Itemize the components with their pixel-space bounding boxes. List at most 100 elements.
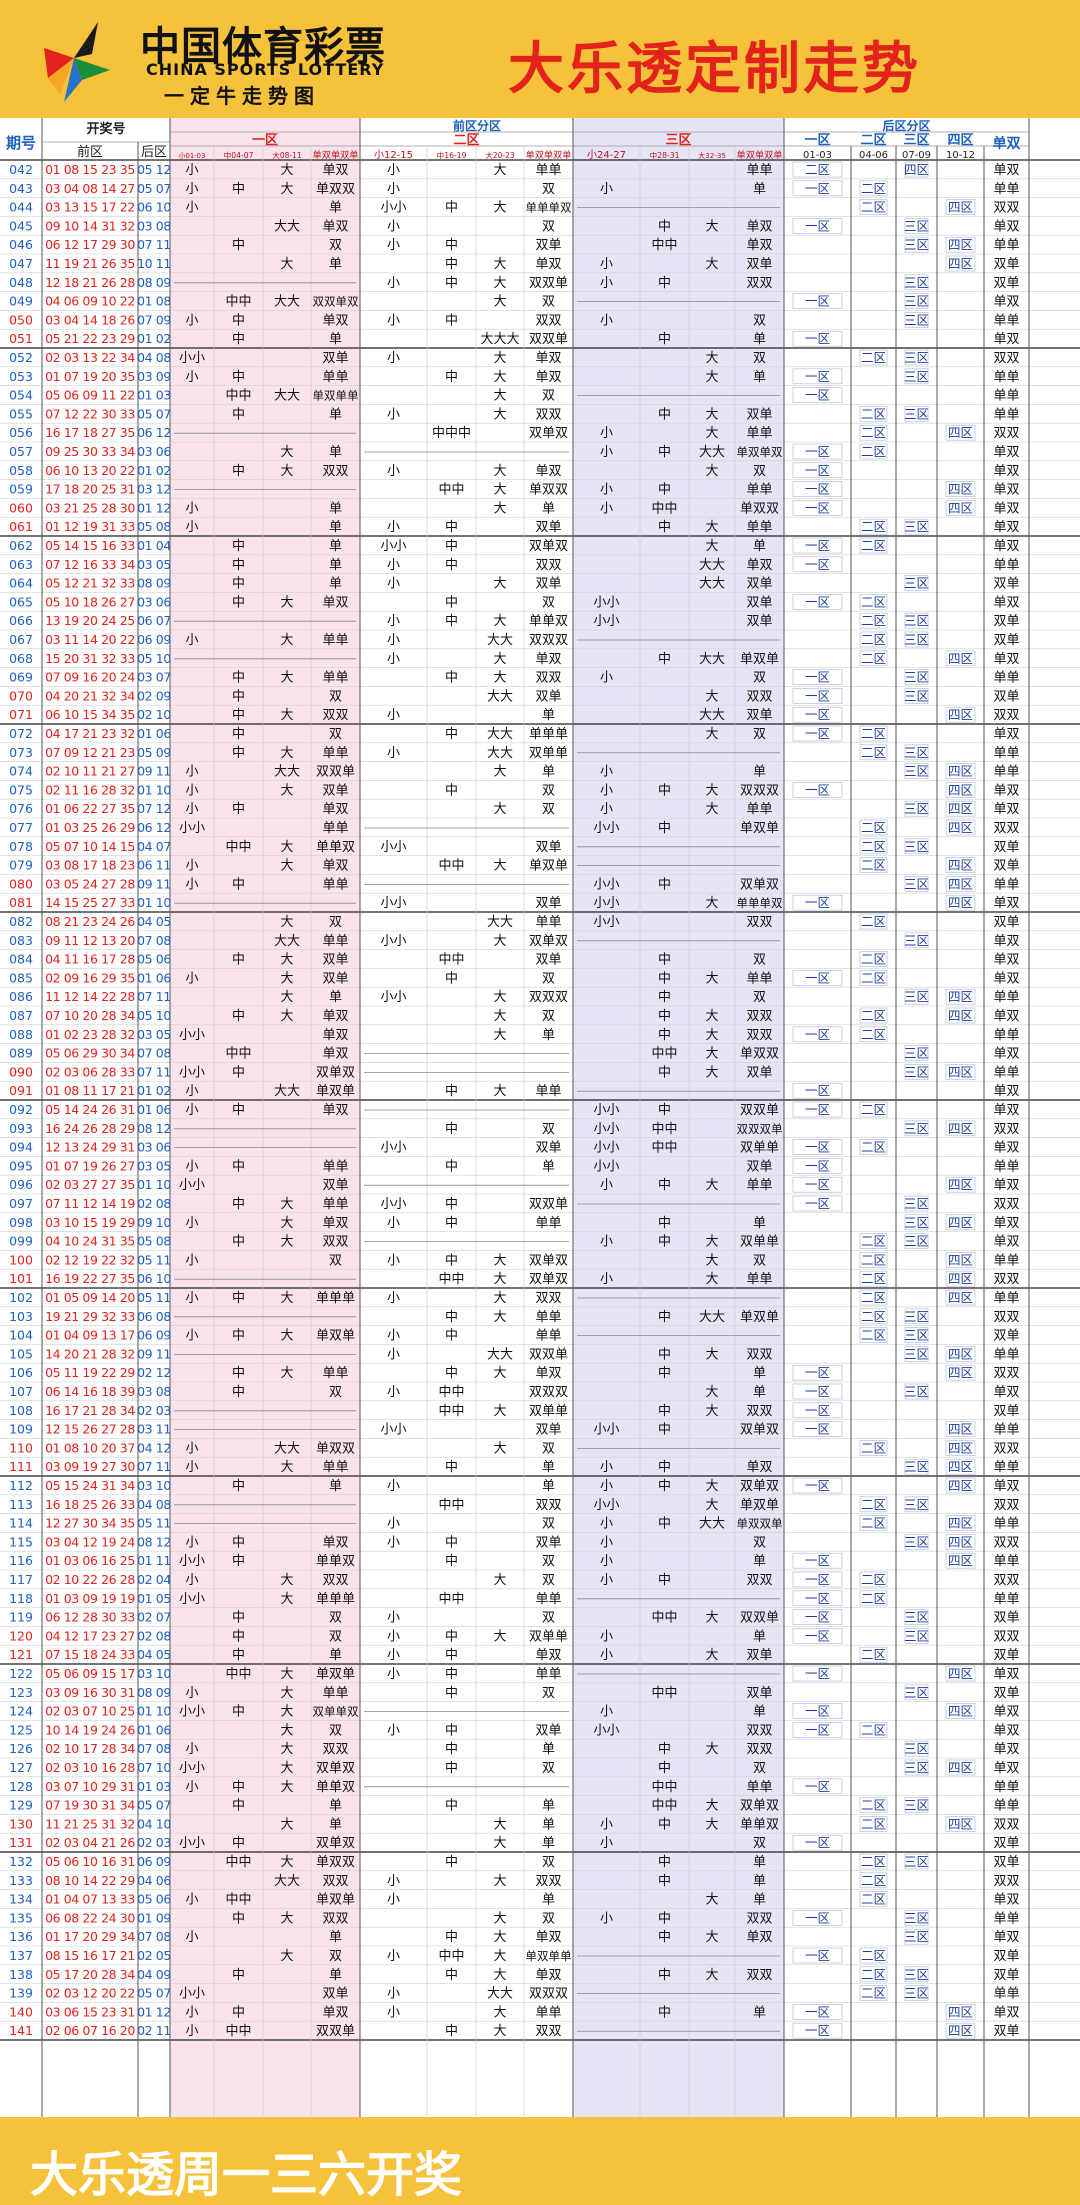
- front-zone-cell: 大: [493, 1253, 506, 1268]
- front-zone-cell: 大: [705, 1930, 718, 1945]
- front-zone-cell: 中中: [438, 1272, 464, 1287]
- back-numbers-cell: 01 02: [137, 1083, 171, 1098]
- back-zone-box: [904, 1214, 929, 1231]
- front-zone-cell: 小: [387, 351, 400, 366]
- front-zone-cell: 双单: [535, 953, 561, 968]
- back-zone-cell: 四区: [948, 1516, 973, 1531]
- front-numbers-cell: 11 21 25 31 32: [45, 1816, 135, 1831]
- period-cell: 126: [9, 1741, 33, 1756]
- back-zone-box: [859, 349, 888, 366]
- front-zone-cell: 中: [658, 971, 671, 986]
- back-zone-cell: 二区: [861, 1816, 886, 1831]
- back-zone-box: [859, 744, 888, 761]
- back-numbers-cell: 05 07: [137, 1986, 171, 2001]
- front-zone-cell: 双双: [746, 1028, 772, 1043]
- front-zone-cell: 小: [387, 2005, 400, 2020]
- back-zone-box: [792, 1910, 843, 1926]
- back-numbers-cell: 02 05: [137, 1948, 171, 1963]
- back-numbers-cell: 05 11: [137, 1516, 171, 1531]
- front-numbers-cell: 05 06 09 15 17: [45, 1666, 135, 1681]
- back-zone-cell: 三区: [904, 801, 929, 816]
- front-zone-cell: 双: [329, 915, 342, 930]
- front-zone-cell: 中: [658, 1817, 671, 1832]
- front-zone-cell: 双单: [746, 708, 772, 723]
- back-numbers-cell: 01 06: [137, 726, 171, 741]
- front-zone-cell: 单: [753, 765, 766, 780]
- period-cell: 097: [9, 1196, 33, 1211]
- back-zone-box: [859, 443, 888, 460]
- back-numbers-cell: 03 05: [137, 557, 171, 572]
- back-numbers-cell: 03 08: [137, 1384, 171, 1399]
- back-zone-box: [904, 612, 929, 629]
- back-zone-cell: 三区: [904, 294, 929, 309]
- front-zone-cell: 小: [185, 633, 198, 648]
- period-cell: 068: [9, 651, 33, 666]
- front-numbers-cell: 02 03 12 20 22: [45, 1986, 135, 2001]
- front-zone-cell: 单单: [746, 1780, 772, 1795]
- oddeven-cell: 双双: [993, 1498, 1019, 1513]
- front-zone-cell: 大: [493, 1310, 506, 1325]
- front-zone-cell: 双单双: [529, 539, 568, 554]
- front-zone-cell: 大: [280, 1009, 293, 1024]
- period-cell: 094: [9, 1140, 33, 1155]
- front-zone-cell: 单: [542, 1742, 555, 1757]
- front-zone-cell: 中: [658, 877, 671, 892]
- front-zone-cell: 小: [185, 802, 198, 817]
- period-cell: 103: [9, 1309, 33, 1324]
- back-numbers-cell: 05 08: [137, 519, 171, 534]
- front-numbers-cell: 08 10 14 22 29: [45, 1873, 135, 1888]
- front-zone-cell: 中: [445, 1968, 458, 1983]
- oddeven-cell: 单单: [993, 1460, 1019, 1475]
- front-zone-cell: 中: [445, 1329, 458, 1344]
- front-zone-cell: 中中: [225, 1667, 251, 1682]
- front-zone-cell: 单单: [322, 1460, 348, 1475]
- front-zone-cell: 双双: [322, 1874, 348, 1889]
- back-zone-cell: 四区: [948, 482, 973, 497]
- period-cell: 123: [9, 1685, 33, 1700]
- period-cell: 069: [9, 670, 33, 685]
- back-zone-box: [792, 1571, 843, 1588]
- back-zone-box: [904, 1740, 929, 1757]
- front-zone-cell: 小: [387, 313, 400, 328]
- back-zone-cell: 一区: [805, 388, 830, 403]
- period-cell: 083: [9, 933, 33, 948]
- front-zone-cell: 中: [232, 558, 245, 573]
- front-numbers-cell: 06 14 16 18 39: [45, 1384, 135, 1399]
- front-zone-cell: 大: [493, 1291, 506, 1306]
- back-zone-cell: 二区: [861, 1140, 886, 1155]
- front-zone-cell: 双单双: [316, 1065, 355, 1080]
- front-zone-cell: 大: [493, 1629, 506, 1644]
- back-zone-cell: 四区: [948, 1064, 973, 1079]
- front-zone-cell: 小小: [179, 1836, 205, 1851]
- oddeven-cell: 单双: [993, 445, 1019, 460]
- period-cell: 046: [9, 237, 33, 252]
- front-zone-cell: 双单: [535, 1141, 561, 1156]
- front-numbers-cell: 03 06 15 23 31: [45, 2004, 135, 2019]
- front-zone-cell: 单双单: [740, 821, 779, 836]
- front-numbers-cell: 01 06 22 27 35: [45, 801, 135, 816]
- oddeven-cell: 双单: [993, 1648, 1019, 1663]
- front-zone-cell: 双单: [535, 577, 561, 592]
- front-numbers-cell: 01 04 07 13 33: [45, 1892, 135, 1907]
- oddeven-cell: 单单: [993, 1253, 1019, 1268]
- front-numbers-cell: 05 10 18 26 27: [45, 594, 135, 609]
- back-zone-cell: 三区: [904, 688, 929, 703]
- front-zone-cell: 大: [280, 671, 293, 686]
- back-zone-cell: 三区: [904, 933, 929, 948]
- back-zone-box: [792, 462, 843, 479]
- front-zone-cell: 中中: [225, 1893, 251, 1908]
- front-zone-cell: 中: [232, 727, 245, 742]
- front-zone-cell: 大: [493, 2005, 506, 2020]
- zone3-background: [573, 118, 784, 2117]
- period-cell: 051: [9, 331, 33, 346]
- front-zone-cell: 小: [600, 1517, 613, 1532]
- oddeven-cell: 单双: [993, 1385, 1019, 1400]
- back-zone-cell: 三区: [904, 218, 929, 233]
- front-zone-cell: 中: [232, 1554, 245, 1569]
- back-zone-cell: 一区: [805, 707, 830, 722]
- front-zone-cell: 小: [185, 501, 198, 516]
- back-zone-cell: 四区: [948, 1440, 973, 1455]
- period-cell: 078: [9, 839, 33, 854]
- back-zone-box: [904, 1759, 929, 1776]
- period-cell: 118: [9, 1591, 33, 1606]
